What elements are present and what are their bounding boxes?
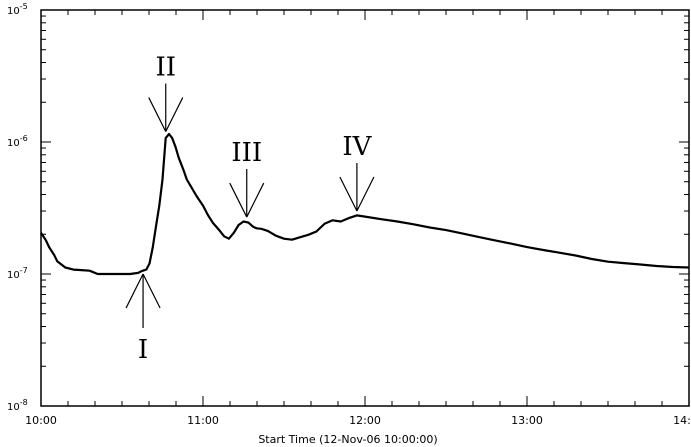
annotation-arrow-head-left (229, 182, 248, 218)
axis-tick-labels: 10:00 11:00 12:00 13:00 14:00 10-8 10-7 10-6 10-… (7, 2, 691, 427)
annotation-arrow-head-left (148, 97, 167, 132)
y-tick-label: 10-7 (7, 266, 28, 281)
annotation-label: I (138, 335, 148, 365)
x-tick-label: 10:00 (25, 414, 57, 427)
annotation-arrow-head-right (142, 273, 161, 309)
annotation-arrow-head-right (246, 182, 265, 218)
annotation-i: I (125, 273, 161, 365)
y-tick-label: 10-6 (7, 134, 28, 149)
x-tick-label: 11:00 (187, 414, 219, 427)
annotation-label: III (231, 138, 262, 168)
annotation-iv: IV (339, 132, 375, 212)
x-tick-label: 12:00 (349, 414, 381, 427)
x-tick-label: 14:00 (673, 414, 691, 427)
axis-ticks (40, 9, 690, 407)
annotation-arrow-head-left (125, 273, 144, 309)
annotation-label: II (155, 53, 176, 83)
x-axis-title: Start Time (12-Nov-06 10:00:00) (258, 433, 437, 446)
y-tick-label: 10-8 (7, 398, 28, 413)
annotation-label: IV (342, 132, 372, 162)
annotation-arrow-head-left (339, 176, 358, 212)
annotation-ii: II (148, 53, 184, 132)
y-tick-label: 10-5 (7, 2, 28, 17)
series-line (40, 132, 690, 276)
annotation-arrow-head-right (165, 97, 184, 132)
annotation-iii: III (229, 138, 265, 218)
x-tick-label: 13:00 (511, 414, 543, 427)
annotation-arrow-head-right (356, 176, 375, 212)
